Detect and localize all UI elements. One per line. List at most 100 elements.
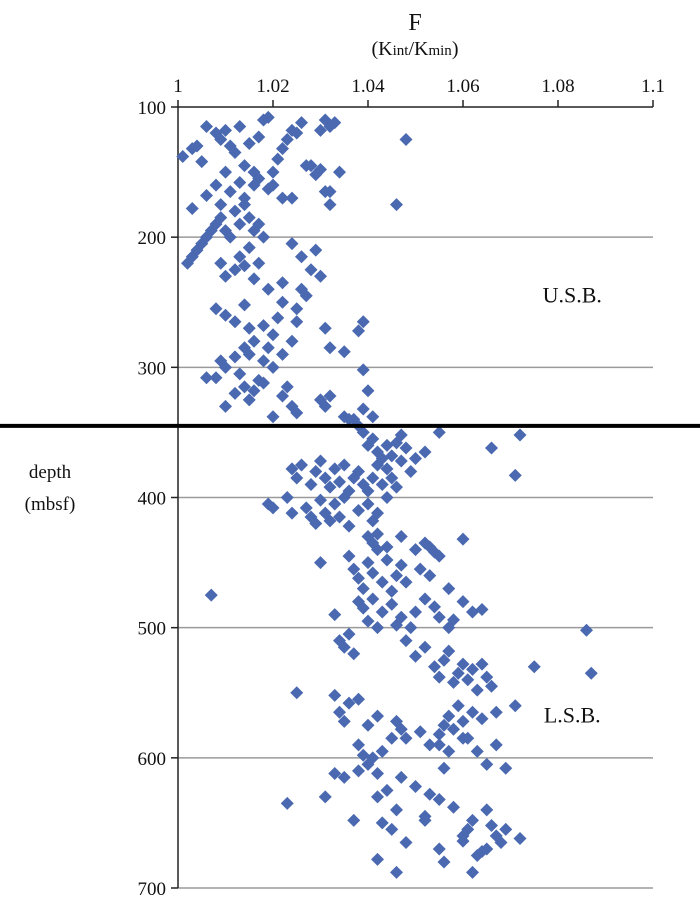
data-point — [437, 653, 451, 667]
y-tick-label: 400 — [138, 489, 167, 510]
data-point — [280, 133, 294, 147]
data-point — [290, 686, 304, 700]
data-point — [447, 722, 460, 736]
data-point — [285, 237, 299, 251]
data-point — [337, 491, 351, 504]
x-tick-label: 1.06 — [446, 76, 479, 97]
data-point — [266, 178, 280, 192]
data-point — [290, 471, 304, 485]
data-point — [394, 558, 408, 572]
data-point — [318, 321, 332, 335]
data-point — [266, 410, 280, 424]
data-point — [290, 406, 304, 420]
data-point — [385, 597, 399, 611]
data-point — [485, 441, 498, 455]
data-point — [499, 761, 513, 775]
data-point — [409, 649, 422, 663]
data-point — [219, 165, 232, 179]
data-point — [375, 575, 389, 589]
data-point — [252, 217, 266, 231]
data-point — [442, 644, 456, 658]
data-point — [432, 842, 446, 856]
data-point — [280, 491, 294, 504]
x-tick-label: 1.04 — [351, 76, 385, 97]
data-point — [209, 371, 223, 385]
data-point — [580, 623, 593, 637]
data-point — [266, 328, 280, 342]
data-point — [185, 250, 199, 264]
data-point — [304, 477, 318, 491]
data-point — [375, 605, 389, 619]
data-point — [228, 315, 242, 329]
data-point — [352, 571, 365, 585]
data-point — [190, 139, 204, 153]
x-tick-label: 1 — [173, 76, 183, 97]
data-point — [295, 250, 308, 264]
data-point — [214, 211, 228, 225]
data-point — [413, 725, 427, 739]
data-point — [252, 130, 266, 144]
data-point — [352, 324, 365, 338]
data-point — [328, 608, 342, 622]
x-tick-labels: 1 1.02 1.04 1.06 1.08 1.1 — [173, 76, 665, 97]
data-point — [200, 371, 213, 385]
data-point — [214, 198, 228, 212]
data-point — [337, 640, 351, 654]
data-point — [466, 605, 479, 619]
data-point — [461, 673, 475, 687]
data-point — [209, 302, 223, 316]
data-point — [337, 458, 351, 472]
data-point — [261, 110, 275, 124]
data-point — [418, 445, 432, 459]
data-point — [423, 787, 437, 801]
data-point — [266, 165, 280, 179]
data-point — [418, 592, 432, 606]
data-point — [456, 657, 470, 671]
data-point — [238, 380, 251, 394]
data-point — [242, 136, 256, 150]
data-point — [399, 133, 413, 147]
data-point — [394, 454, 408, 468]
data-point — [394, 722, 408, 736]
data-point — [318, 790, 332, 804]
data-point — [437, 718, 451, 732]
data-point — [361, 718, 375, 732]
data-point — [242, 347, 256, 361]
data-point — [385, 731, 399, 745]
data-point — [238, 159, 251, 173]
annotation-label: U.S.B. — [543, 282, 602, 307]
data-point — [276, 142, 289, 156]
data-point — [371, 790, 384, 804]
data-point — [432, 425, 446, 439]
data-point — [513, 832, 527, 846]
data-point — [485, 819, 498, 833]
data-point — [276, 389, 289, 403]
data-point — [304, 263, 318, 277]
data-point — [214, 256, 228, 270]
chart-title: F — [408, 10, 421, 36]
data-point — [299, 159, 313, 173]
data-point — [280, 796, 294, 810]
data-point — [423, 738, 437, 752]
data-point — [337, 770, 351, 784]
data-point — [328, 688, 342, 702]
data-point — [366, 432, 380, 446]
data-point — [342, 549, 356, 563]
data-point — [333, 475, 346, 489]
data-point — [276, 191, 289, 205]
data-point — [371, 458, 384, 472]
data-point — [432, 738, 446, 752]
data-point — [371, 506, 384, 520]
data-point — [176, 149, 190, 163]
data-point — [228, 146, 242, 160]
data-point — [333, 510, 346, 524]
data-point — [323, 341, 337, 355]
data-point — [342, 412, 356, 426]
data-point — [195, 155, 209, 169]
data-point — [385, 449, 399, 463]
axes — [171, 100, 654, 889]
data-point — [261, 341, 275, 355]
data-point — [347, 562, 361, 576]
data-point — [432, 670, 446, 684]
